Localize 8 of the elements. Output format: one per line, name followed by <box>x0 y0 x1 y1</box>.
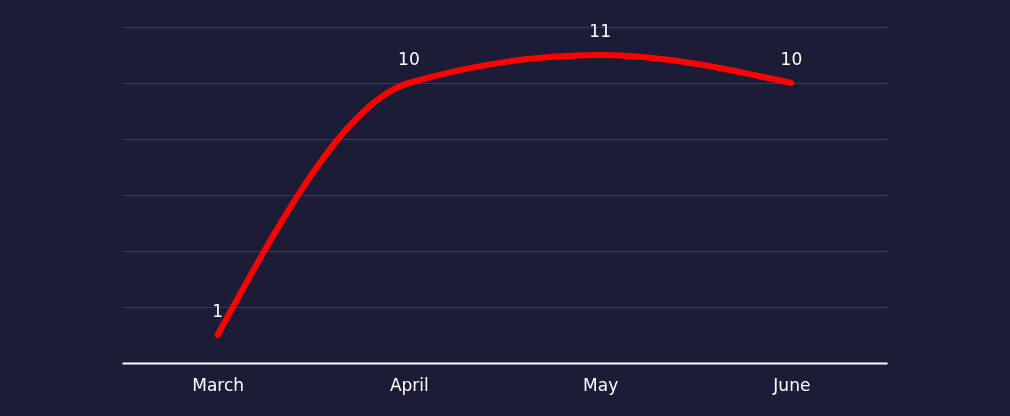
x-tick-label: June <box>772 374 811 395</box>
x-tick-label: May <box>583 374 619 395</box>
data-label: 11 <box>589 21 611 41</box>
x-tick-label: April <box>389 374 429 395</box>
data-label: 10 <box>398 49 420 69</box>
data-label: 1 <box>212 301 224 321</box>
data-label: 10 <box>780 49 803 69</box>
x-tick-label: March <box>192 374 245 395</box>
